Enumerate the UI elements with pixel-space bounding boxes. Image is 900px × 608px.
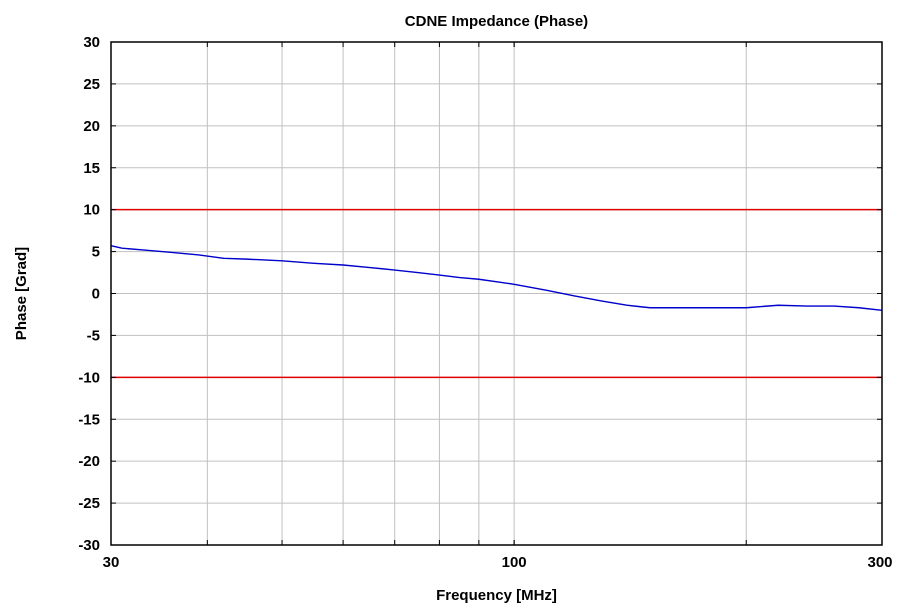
y-tick-label: -10 [78, 369, 100, 386]
y-tick-label: 5 [92, 244, 100, 261]
x-axis-label: Frequency [MHz] [436, 587, 557, 604]
x-tick-label: 300 [867, 554, 892, 571]
x-tick-label: 100 [502, 554, 527, 571]
y-tick-label: -15 [78, 411, 100, 428]
y-axis-label: Phase [Grad] [13, 247, 30, 340]
y-tick-label: -25 [78, 495, 100, 512]
y-tick-label: -30 [78, 537, 100, 554]
y-tick-label: 0 [92, 286, 100, 303]
y-tick-label: -5 [87, 327, 100, 344]
y-tick-label: 20 [83, 118, 100, 135]
grid-layer [111, 42, 882, 545]
y-tick-label: 10 [83, 202, 100, 219]
series-layer [110, 245, 883, 311]
y-tick-label: -20 [78, 453, 100, 470]
y-tick-label: 25 [83, 76, 100, 93]
x-tick-label: 30 [103, 554, 120, 571]
y-tick-label: 15 [83, 160, 100, 177]
chart-title: CDNE Impedance (Phase) [405, 13, 588, 30]
limit-layer [111, 208, 882, 379]
y-tick-label: 30 [83, 34, 100, 51]
series-line [110, 245, 883, 311]
